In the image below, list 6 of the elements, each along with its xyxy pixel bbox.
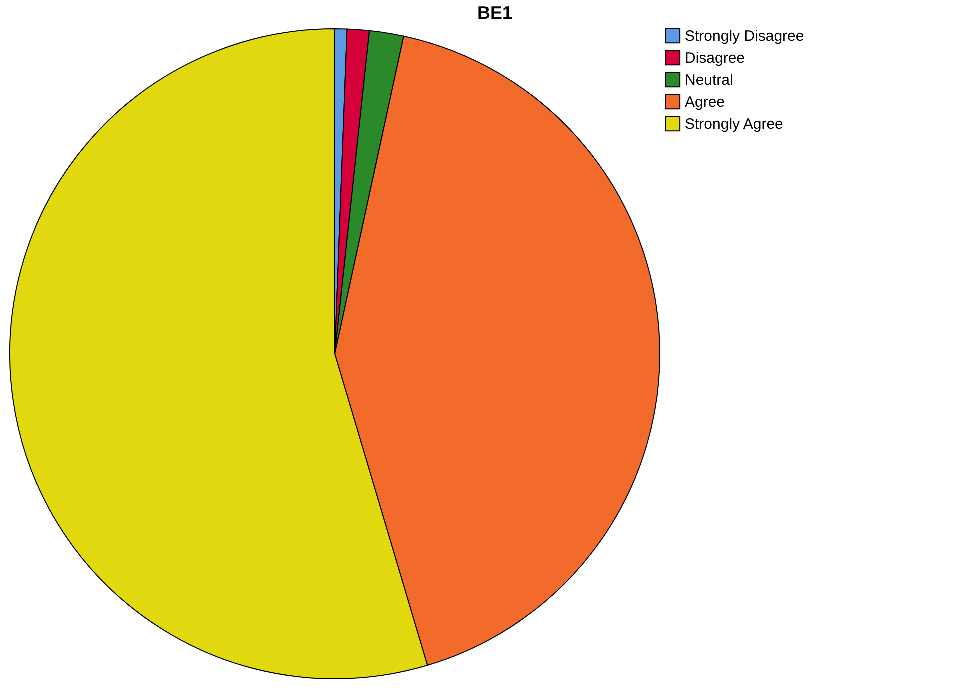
legend-label: Agree (685, 94, 726, 111)
legend-label: Strongly Disagree (685, 28, 804, 45)
legend-label: Strongly Agree (685, 116, 784, 133)
chart-title: BE1 (477, 3, 513, 23)
legend-label: Neutral (685, 72, 734, 89)
legend-label: Disagree (685, 50, 746, 67)
